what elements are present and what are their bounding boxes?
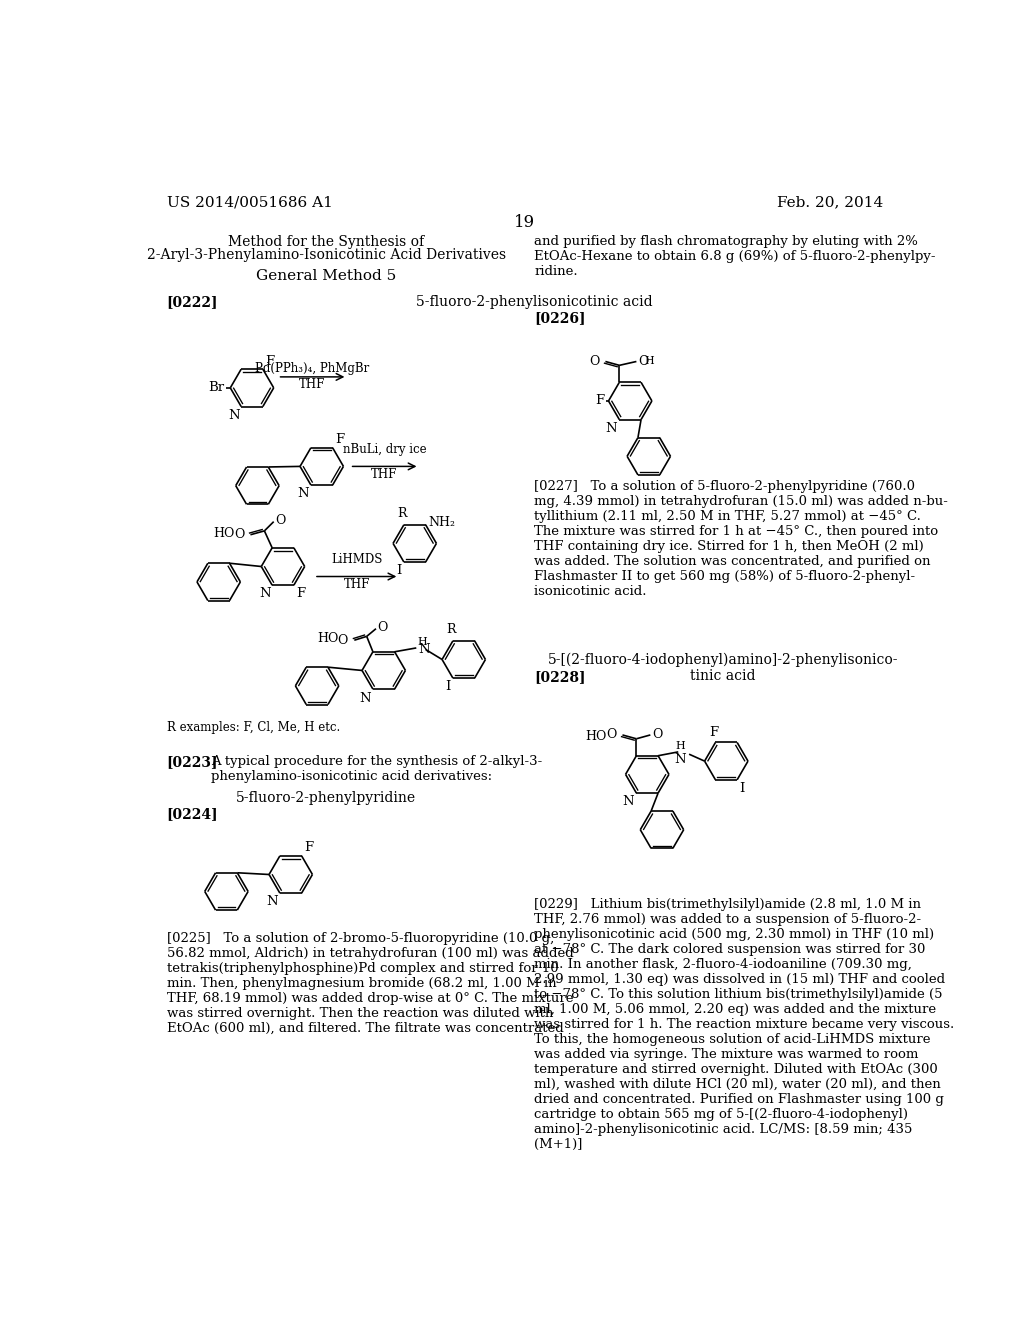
- Text: N: N: [674, 754, 686, 767]
- Text: O: O: [338, 634, 348, 647]
- Text: THF: THF: [372, 469, 397, 480]
- Text: Method for the Synthesis of: Method for the Synthesis of: [228, 235, 425, 249]
- Text: HO: HO: [317, 632, 339, 645]
- Text: F: F: [710, 726, 719, 739]
- Text: N: N: [298, 487, 309, 500]
- Text: O: O: [638, 355, 648, 368]
- Text: [0224]: [0224]: [167, 808, 218, 821]
- Text: F: F: [304, 841, 313, 854]
- Text: nBuLi, dry ice: nBuLi, dry ice: [343, 442, 426, 455]
- Text: A typical procedure for the synthesis of 2-alkyl-3-
phenylamino-isonicotinic aci: A typical procedure for the synthesis of…: [211, 755, 542, 783]
- Text: LiHMDS: LiHMDS: [331, 553, 382, 566]
- Text: O: O: [233, 528, 245, 541]
- Text: N: N: [605, 422, 617, 434]
- Text: HO: HO: [214, 527, 234, 540]
- Text: NH₂: NH₂: [428, 516, 455, 529]
- Text: H: H: [418, 636, 428, 647]
- Text: R: R: [446, 623, 456, 636]
- Text: HO: HO: [586, 730, 607, 743]
- Text: [0227]   To a solution of 5-fluoro-2-phenylpyridine (760.0
mg, 4.39 mmol) in tet: [0227] To a solution of 5-fluoro-2-pheny…: [535, 480, 948, 598]
- Text: F: F: [296, 586, 305, 599]
- Text: F: F: [596, 395, 604, 408]
- Text: I: I: [739, 781, 744, 795]
- Text: N: N: [623, 796, 634, 808]
- Text: Br: Br: [208, 381, 224, 395]
- Text: THF: THF: [299, 379, 326, 392]
- Text: [0223]: [0223]: [167, 755, 218, 770]
- Text: F: F: [265, 355, 274, 368]
- Text: I: I: [396, 565, 401, 577]
- Text: Feb. 20, 2014: Feb. 20, 2014: [776, 195, 883, 210]
- Text: [0225]   To a solution of 2-bromo-5-fluoropyridine (10.0 g,
56.82 mmol, Aldrich): [0225] To a solution of 2-bromo-5-fluoro…: [167, 932, 573, 1035]
- Text: O: O: [275, 513, 286, 527]
- Text: N: N: [359, 692, 372, 705]
- Text: H: H: [675, 741, 685, 751]
- Text: I: I: [445, 681, 451, 693]
- Text: 5-fluoro-2-phenylpyridine: 5-fluoro-2-phenylpyridine: [237, 792, 417, 805]
- Text: N: N: [418, 643, 429, 656]
- Text: [0226]: [0226]: [535, 312, 586, 325]
- Text: and purified by flash chromatography by eluting with 2%
EtOAc-Hexane to obtain 6: and purified by flash chromatography by …: [535, 235, 936, 279]
- Text: N: N: [259, 587, 270, 601]
- Text: Pd(PPh₃)₄, PhMgBr: Pd(PPh₃)₄, PhMgBr: [255, 363, 370, 375]
- Text: O: O: [652, 729, 663, 742]
- Text: [0222]: [0222]: [167, 296, 218, 309]
- Text: R: R: [397, 507, 408, 520]
- Text: 19: 19: [514, 214, 536, 231]
- Text: General Method 5: General Method 5: [256, 269, 396, 284]
- Text: [0229]   Lithium bis(trimethylsilyl)amide (2.8 ml, 1.0 M in
THF, 2.76 mmol) was : [0229] Lithium bis(trimethylsilyl)amide …: [535, 898, 954, 1151]
- Text: O: O: [589, 355, 599, 368]
- Text: N: N: [266, 895, 279, 908]
- Text: H: H: [644, 356, 654, 367]
- Text: 5-fluoro-2-phenylisonicotinic acid: 5-fluoro-2-phenylisonicotinic acid: [416, 296, 652, 309]
- Text: O: O: [606, 729, 616, 742]
- Text: [0228]: [0228]: [535, 671, 586, 685]
- Text: THF: THF: [343, 578, 370, 591]
- Text: 5-[(2-fluoro-4-iodophenyl)amino]-2-phenylisonico-
tinic acid: 5-[(2-fluoro-4-iodophenyl)amino]-2-pheny…: [548, 653, 898, 684]
- Text: 2-Aryl-3-Phenylamino-Isonicotinic Acid Derivatives: 2-Aryl-3-Phenylamino-Isonicotinic Acid D…: [146, 248, 506, 263]
- Text: US 2014/0051686 A1: US 2014/0051686 A1: [167, 195, 333, 210]
- Text: N: N: [228, 409, 240, 422]
- Text: F: F: [335, 433, 344, 446]
- Text: O: O: [378, 622, 388, 635]
- Text: R examples: F, Cl, Me, H etc.: R examples: F, Cl, Me, H etc.: [167, 721, 340, 734]
